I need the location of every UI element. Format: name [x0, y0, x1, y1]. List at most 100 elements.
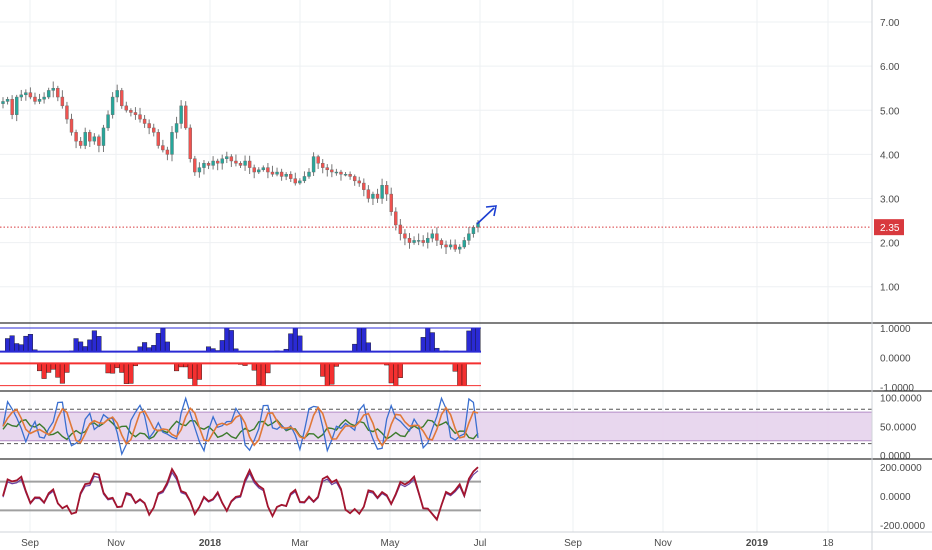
candle-body	[165, 149, 170, 155]
candle-body	[362, 182, 366, 190]
candle-body	[138, 114, 142, 120]
candle-body	[225, 156, 229, 159]
candle-body	[56, 88, 60, 98]
candle-body	[170, 132, 174, 155]
osc1-bar-down	[457, 363, 463, 386]
osc1-bar-up	[14, 343, 20, 352]
candle-body	[65, 105, 69, 120]
osc1-bar-up	[142, 342, 148, 352]
grid	[0, 0, 872, 532]
candle-body	[298, 180, 302, 184]
candle-body	[321, 163, 325, 168]
candle-body	[371, 193, 375, 199]
candle-body	[152, 127, 156, 133]
candle-body	[220, 158, 224, 164]
candle-body	[174, 123, 179, 133]
osc1-bar-up	[219, 340, 225, 352]
x-tick-label: May	[381, 538, 400, 549]
osc1-bar-up	[160, 328, 166, 352]
osc1-bar-down	[260, 363, 266, 386]
osc1-bar-up	[23, 335, 29, 352]
osc1-bar-up	[475, 327, 481, 352]
osc3-tick-label: -200.0000	[880, 521, 925, 532]
candle-body	[42, 96, 46, 100]
candle-body	[202, 163, 206, 168]
candle-body	[430, 233, 435, 239]
osc1-bar-down	[123, 363, 129, 384]
candle-body	[284, 174, 288, 177]
candle-body	[101, 127, 106, 146]
x-tick-label: Nov	[654, 538, 672, 549]
osc2-tick-label: 50.0000	[880, 422, 917, 433]
oscillator-3-panel	[0, 466, 481, 522]
osc1-bar-down	[187, 363, 193, 379]
osc1-bar-up	[420, 337, 426, 352]
osc1-bar-down	[128, 363, 134, 384]
candle-body	[330, 169, 334, 173]
candle-body	[394, 211, 398, 226]
osc1-bar-down	[324, 363, 330, 386]
osc1-bar-down	[59, 363, 65, 384]
candle-body	[19, 94, 23, 98]
arrow-annotation-head	[485, 205, 497, 217]
candle-body	[147, 123, 151, 129]
candle-body	[357, 180, 361, 184]
candle-body	[366, 189, 371, 199]
osc1-bar-down	[119, 363, 125, 373]
candle-body	[325, 167, 329, 171]
candle-body	[270, 171, 275, 175]
candle-body	[352, 176, 357, 182]
osc1-tick-label: -1.0000	[880, 383, 914, 394]
candle-body	[444, 244, 448, 248]
osc1-bar-up	[365, 342, 371, 352]
candle-body	[279, 171, 284, 177]
osc1-bar-up	[288, 333, 294, 352]
osc1-bar-down	[196, 363, 202, 380]
osc3-tick-label: 0.0000	[880, 492, 911, 503]
candle-body	[46, 90, 51, 98]
candle-body	[339, 171, 343, 175]
osc1-bar-up	[87, 339, 93, 352]
osc1-bar-down	[55, 363, 61, 378]
candle-body	[458, 246, 462, 250]
candle-body	[275, 171, 279, 175]
candle-body	[15, 96, 19, 115]
candle-body	[435, 233, 439, 241]
candle-body	[389, 193, 393, 212]
candle-body	[375, 193, 380, 199]
osc2-d-line	[2, 406, 479, 447]
osc1-bar-up	[18, 344, 24, 352]
candle-body	[24, 92, 28, 96]
osc1-bar-up	[292, 327, 298, 352]
osc1-bar-up	[73, 338, 79, 352]
osc2-tick-label: 100.0000	[880, 394, 922, 405]
candle-body	[92, 136, 97, 142]
candle-body	[69, 118, 74, 133]
price-tick-label: 6.00	[880, 62, 900, 73]
arrow-annotation-shaft	[476, 207, 495, 225]
candle-body	[120, 90, 124, 107]
osc1-bar-up	[91, 330, 97, 352]
osc1-bar-up	[224, 327, 230, 352]
candle-body	[247, 160, 252, 168]
x-tick-label: Jul	[474, 538, 487, 549]
candle-body	[316, 156, 320, 164]
osc1-bar-down	[461, 363, 467, 386]
candle-body	[142, 118, 147, 124]
candle-body	[60, 96, 65, 107]
candle-body	[28, 92, 33, 98]
osc1-bar-down	[110, 363, 116, 374]
price-tick-label: 3.00	[880, 194, 900, 205]
osc1-bar-up	[9, 335, 15, 352]
osc1-bar-up	[164, 341, 170, 352]
candle-body	[78, 140, 83, 146]
osc1-bar-up	[96, 336, 102, 352]
candle-body	[229, 156, 234, 162]
oscillator-2-panel	[0, 396, 872, 456]
osc1-bar-down	[388, 363, 394, 384]
x-tick-label: Sep	[21, 538, 39, 549]
osc1-bar-down	[393, 363, 399, 386]
candle-body	[380, 185, 384, 199]
candle-body	[257, 169, 261, 173]
osc1-bar-up	[78, 341, 84, 352]
